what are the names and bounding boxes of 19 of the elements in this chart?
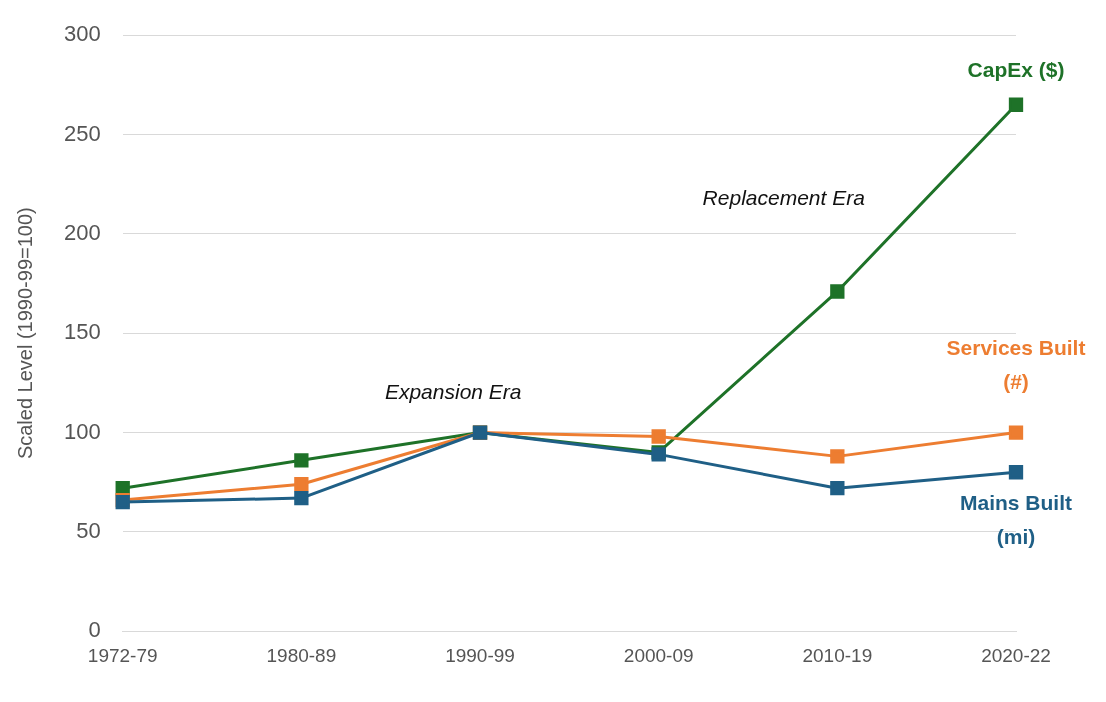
y-tick-label: 250 [63, 120, 101, 146]
x-tick-label: 2000-09 [623, 644, 694, 666]
text: Services Built (#) [946, 335, 1086, 393]
y-tick-label: 150 [63, 319, 101, 345]
y-tick-label: 300 [63, 21, 101, 47]
annotation: Replacement Era [702, 186, 865, 210]
y-tick-label: 200 [63, 219, 101, 245]
x-tick-label: 2020-22 [981, 644, 1051, 666]
y-tick-label: 50 [76, 517, 101, 543]
x-tick-label: 1980-89 [266, 644, 337, 666]
x-tick-label: 1990-99 [445, 644, 515, 666]
series-label: CapEx ($) [967, 57, 1065, 81]
series-label: Mains Built (mi) [959, 491, 1073, 549]
x-tick-label: 2010-19 [802, 644, 873, 666]
x-tick-label: 1972-79 [87, 644, 158, 666]
y-tick-label: 100 [63, 418, 101, 444]
y-axis-title: Scaled Level (1990-99=100) [13, 207, 36, 460]
y-tick-label: 0 [88, 617, 101, 643]
annotation: Expansion Era [384, 379, 522, 403]
